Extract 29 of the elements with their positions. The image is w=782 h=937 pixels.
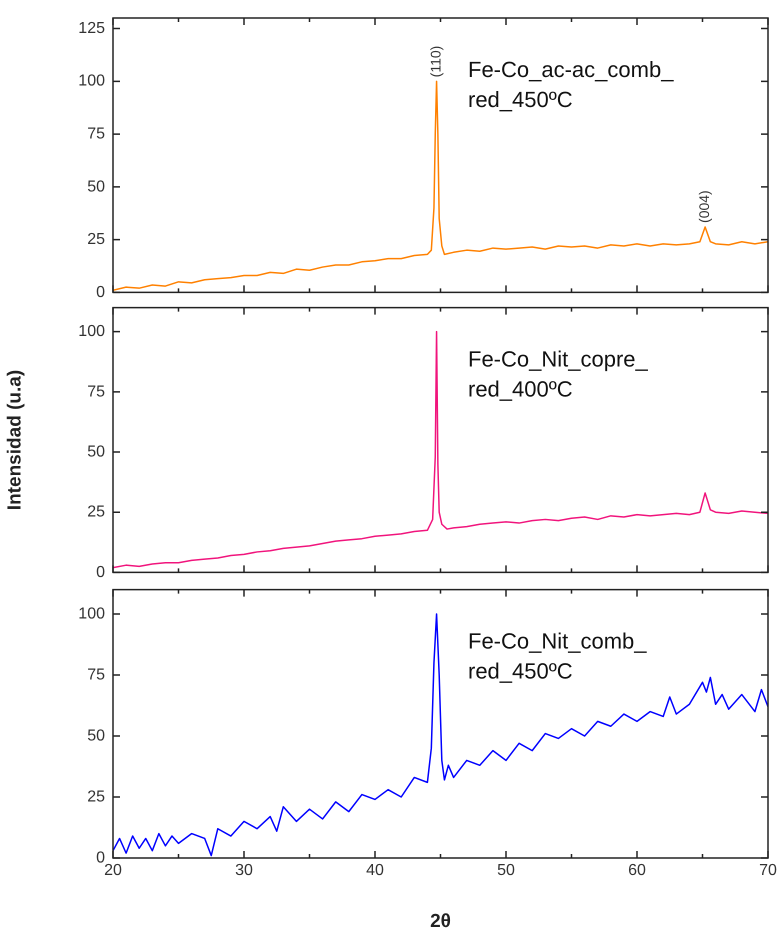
x-tick-label: 50 [497, 862, 515, 880]
x-tick-label: 60 [628, 862, 646, 880]
y-tick-label: 75 [87, 126, 106, 142]
y-tick-label: 25 [87, 504, 106, 521]
y-tick-label: 125 [78, 20, 106, 37]
y-tick-label: 50 [87, 178, 106, 196]
y-tick-label: 100 [78, 323, 106, 340]
y-tick-label: 50 [87, 443, 106, 460]
annotation: (110) [427, 46, 444, 78]
y-axis-title: Intensidad (u.a) [4, 370, 26, 510]
y-tick-label: 25 [87, 788, 106, 806]
series-label: Fe-Co_ac-ac_comb_red_450ºC [468, 57, 674, 112]
x-tick-label: 20 [104, 862, 122, 880]
x-axis-title: 2θ [430, 910, 451, 932]
series-label: Fe-Co_Nit_comb_red_450ºC [468, 628, 648, 684]
y-tick-label: 100 [78, 72, 106, 90]
x-tick-label: 30 [235, 862, 253, 880]
annotation: (004) [696, 190, 712, 223]
y-tick-label: 0 [96, 564, 106, 581]
y-tick-label: 25 [87, 231, 106, 248]
x-tick-label: 40 [366, 862, 384, 880]
series-label: Fe-Co_Nit_copre_red_400ºC [468, 346, 649, 402]
y-tick-label: 0 [96, 284, 106, 301]
x-tick-label: 70 [759, 862, 777, 880]
y-tick-label: 100 [78, 605, 106, 622]
y-tick-label: 50 [87, 727, 106, 744]
y-tick-label: 0 [96, 849, 106, 866]
y-tick-label: 75 [87, 666, 106, 684]
y-tick-label: 75 [87, 383, 106, 400]
